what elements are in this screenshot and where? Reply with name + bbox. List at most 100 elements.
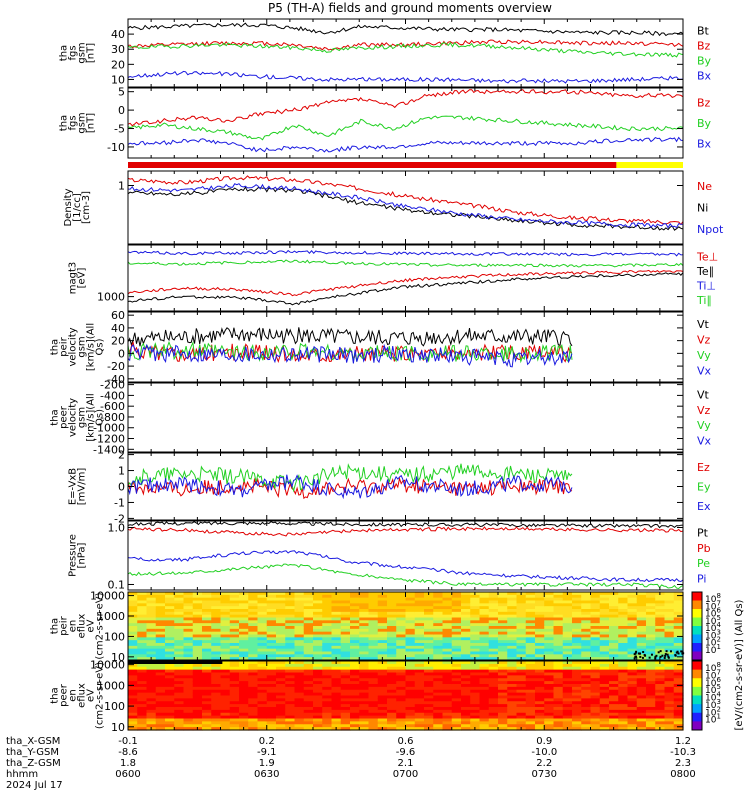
spectrogram-cell bbox=[303, 695, 314, 699]
spectrogram-cell bbox=[618, 600, 629, 604]
spectrogram-cell bbox=[488, 657, 499, 661]
spectrogram-cell bbox=[516, 707, 527, 711]
spectrogram-cell bbox=[405, 715, 416, 720]
spectrogram-cell bbox=[387, 698, 397, 702]
spectrogram-cell bbox=[266, 681, 277, 685]
spectrogram-cell bbox=[192, 614, 203, 619]
spectrogram-cell bbox=[368, 712, 379, 717]
spectrogram-cell bbox=[581, 614, 592, 619]
spectrogram-cell bbox=[174, 594, 185, 599]
spectrogram-cell bbox=[155, 651, 166, 655]
spectrogram-cell bbox=[553, 715, 564, 720]
spectrogram-cell bbox=[350, 631, 360, 636]
spectrogram-cell bbox=[581, 686, 592, 691]
spectrogram-cell bbox=[636, 712, 647, 717]
spectrogram-cell bbox=[359, 686, 370, 691]
spectrogram-cell bbox=[544, 640, 555, 644]
spectrogram-cell bbox=[202, 704, 212, 708]
spectrogram-cell bbox=[276, 661, 286, 665]
spectrogram-cell bbox=[488, 721, 499, 725]
spectrogram-cell bbox=[257, 709, 268, 714]
spectrogram-cell bbox=[414, 678, 425, 682]
spectrogram-cell bbox=[368, 645, 379, 650]
spectrogram-cell bbox=[322, 651, 333, 655]
spectrogram-cell bbox=[350, 704, 360, 708]
spectrogram-cell bbox=[451, 631, 462, 636]
spectrogram-cell bbox=[285, 603, 296, 607]
spectrogram-cell bbox=[276, 681, 286, 685]
spectrogram-cell bbox=[155, 701, 166, 705]
spectrogram-cell bbox=[535, 675, 545, 679]
spectrogram-cell bbox=[331, 634, 342, 638]
spectrogram-cell bbox=[294, 695, 305, 699]
spectrogram-cell bbox=[377, 715, 388, 720]
spectrogram-cell bbox=[488, 675, 499, 679]
spectrogram-cell bbox=[303, 689, 314, 694]
spectrogram-cell bbox=[257, 666, 268, 671]
spectrogram-cell bbox=[174, 721, 185, 725]
spectrogram-cell bbox=[257, 620, 268, 624]
spectrogram-cell bbox=[646, 623, 656, 627]
spectrogram-cell bbox=[285, 634, 296, 638]
spectrogram-cell bbox=[479, 600, 490, 604]
spectrogram-cell bbox=[137, 715, 148, 720]
spectrogram-cell bbox=[137, 592, 148, 596]
spectrogram-cell bbox=[461, 620, 471, 624]
spectrogram-cell bbox=[211, 698, 222, 702]
spectrogram-cell bbox=[516, 645, 527, 650]
spectrogram-cell bbox=[590, 689, 601, 694]
series-line-Bx bbox=[127, 136, 684, 153]
spectrogram-cell bbox=[405, 701, 416, 705]
spectrogram-cell bbox=[664, 689, 675, 694]
spectrogram-cell bbox=[646, 692, 656, 697]
spectrogram-cell bbox=[414, 609, 425, 613]
spectrogram-cell bbox=[414, 715, 425, 720]
spectrogram-cell bbox=[451, 628, 462, 633]
spectrogram-cell bbox=[442, 626, 453, 630]
series-line-Vx bbox=[127, 343, 573, 368]
spectrogram-cell bbox=[636, 686, 647, 691]
spectrogram-cell bbox=[183, 698, 194, 702]
spectrogram-cell bbox=[405, 648, 416, 653]
spectrogram-cell bbox=[673, 678, 684, 682]
spectrogram-cell bbox=[609, 603, 619, 607]
spectrogram-cell bbox=[572, 645, 582, 650]
spectrogram-cell bbox=[507, 623, 518, 627]
spectrogram-cell bbox=[451, 643, 462, 647]
spectrogram-cell bbox=[664, 684, 675, 688]
spectrogram-cell bbox=[655, 707, 666, 711]
spectrogram-cell bbox=[627, 634, 638, 638]
spectrogram-cell bbox=[248, 686, 259, 691]
spectrogram-cell bbox=[165, 707, 175, 711]
spectrogram-cell bbox=[192, 704, 203, 708]
spectrogram-cell bbox=[239, 603, 249, 607]
spectrogram-cell bbox=[461, 592, 471, 596]
spectrogram-cell bbox=[303, 698, 314, 702]
spectrogram-cell bbox=[627, 718, 638, 722]
spectrogram-cell bbox=[285, 648, 296, 653]
spectrogram-cell bbox=[636, 614, 647, 619]
spectrogram-cell bbox=[257, 634, 268, 638]
spectrogram-cell bbox=[498, 611, 508, 616]
spectrogram-cell bbox=[266, 718, 277, 722]
spectrogram-cell bbox=[590, 707, 601, 711]
spectrogram-cell bbox=[618, 623, 629, 627]
spectrogram-cell bbox=[211, 645, 222, 650]
spectrogram-cell bbox=[192, 645, 203, 650]
spectrogram-cell bbox=[479, 594, 490, 599]
spectrogram-cell bbox=[313, 669, 323, 674]
spectrogram-cell bbox=[498, 684, 508, 688]
spectrogram-cell bbox=[609, 675, 619, 679]
spectrogram-cell bbox=[350, 640, 360, 644]
spectrogram-cell bbox=[128, 592, 138, 596]
spectrogram-cell bbox=[442, 606, 453, 610]
spectrogram-cell bbox=[433, 617, 444, 621]
spectrogram-cell bbox=[239, 631, 249, 636]
spectrogram-cell bbox=[340, 715, 351, 720]
spectrogram-cell bbox=[350, 603, 360, 607]
spectrogram-cell bbox=[396, 643, 407, 647]
spectrogram-cell bbox=[257, 648, 268, 653]
spectrogram-cell bbox=[590, 592, 601, 596]
spectrogram-cell bbox=[424, 669, 434, 674]
spectrogram-cell bbox=[211, 654, 222, 658]
